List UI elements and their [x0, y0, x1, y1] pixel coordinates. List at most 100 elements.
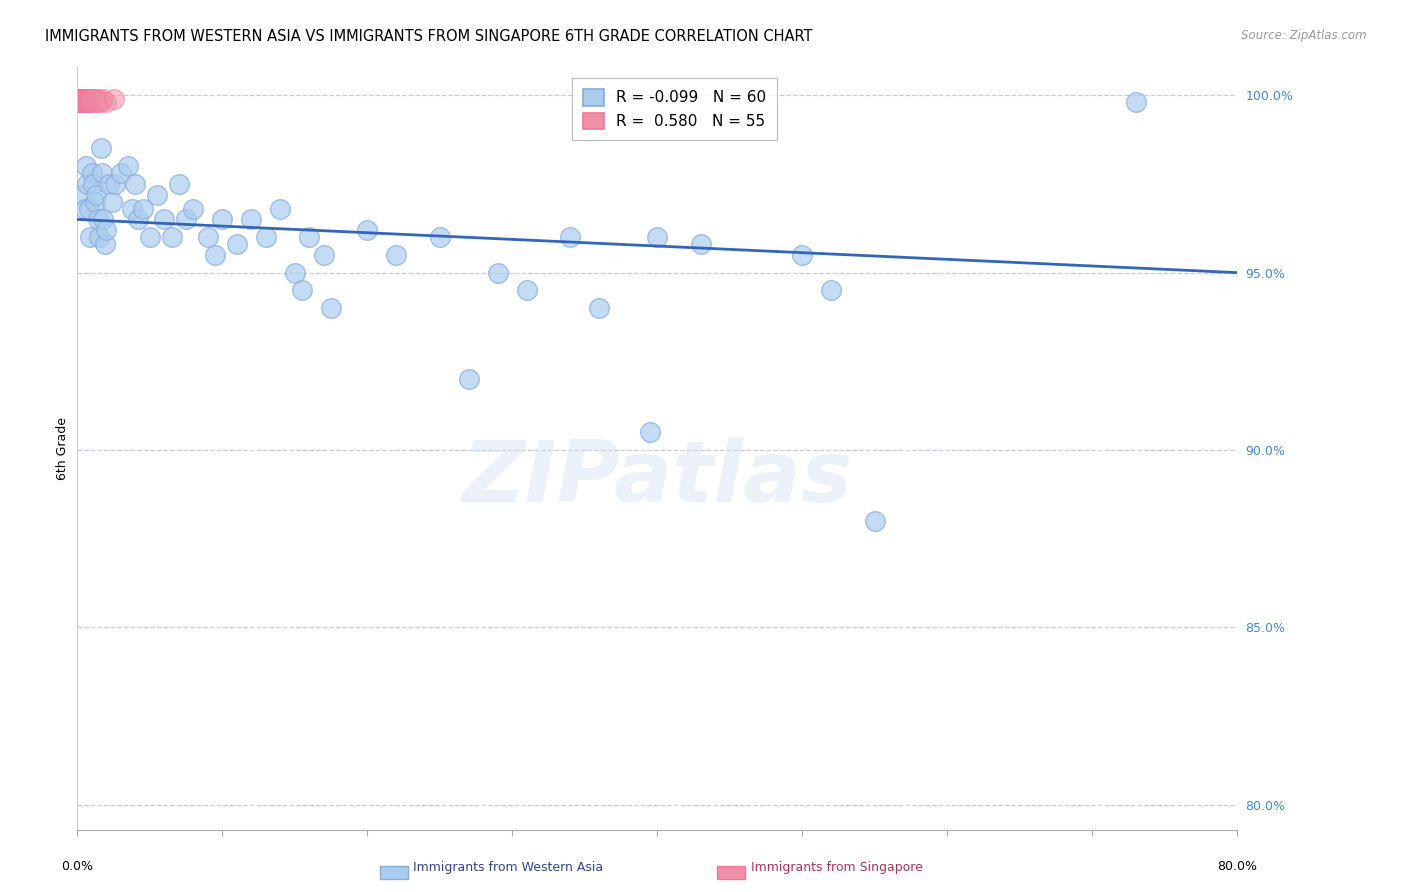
- Point: [153, 212, 176, 227]
- Point: [94, 237, 117, 252]
- Point: [93, 92, 115, 106]
- Point: [67, 92, 90, 106]
- Point: [254, 230, 277, 244]
- Point: [211, 212, 233, 227]
- Point: [69, 95, 91, 110]
- Point: [93, 212, 115, 227]
- Point: [457, 372, 479, 386]
- Point: [75, 95, 97, 110]
- Point: [67, 95, 90, 110]
- Point: [67, 92, 90, 106]
- Point: [121, 202, 143, 216]
- Point: [72, 92, 94, 106]
- Point: [69, 92, 91, 106]
- Point: [77, 95, 100, 110]
- Point: [73, 95, 96, 110]
- Point: [69, 92, 91, 106]
- Point: [76, 95, 98, 110]
- Point: [124, 177, 146, 191]
- Point: [72, 92, 94, 106]
- Point: [204, 248, 226, 262]
- Point: [792, 248, 814, 262]
- Point: [91, 166, 114, 180]
- Legend: R = -0.099   N = 60, R =  0.580   N = 55: R = -0.099 N = 60, R = 0.580 N = 55: [572, 78, 778, 140]
- Point: [67, 95, 90, 110]
- Point: [110, 166, 132, 180]
- Point: [70, 95, 93, 110]
- Point: [647, 230, 669, 244]
- Point: [298, 230, 321, 244]
- Text: 80.0%: 80.0%: [1218, 860, 1257, 873]
- Point: [84, 187, 107, 202]
- Point: [75, 92, 97, 106]
- Point: [75, 92, 97, 106]
- Point: [117, 159, 139, 173]
- Point: [69, 95, 91, 110]
- Text: ZIPatlas: ZIPatlas: [463, 437, 852, 520]
- Point: [69, 92, 91, 106]
- Point: [319, 301, 342, 315]
- Point: [131, 202, 153, 216]
- Point: [516, 284, 538, 298]
- Point: [486, 266, 509, 280]
- Point: [73, 92, 96, 106]
- Point: [284, 266, 307, 280]
- Point: [240, 212, 263, 227]
- Point: [98, 177, 121, 191]
- Point: [174, 212, 197, 227]
- Point: [73, 92, 96, 106]
- Point: [73, 202, 96, 216]
- Point: [67, 92, 90, 106]
- Point: [588, 301, 610, 315]
- Point: [69, 95, 91, 110]
- Point: [86, 212, 108, 227]
- Point: [66, 92, 89, 106]
- Point: [76, 95, 98, 110]
- Point: [67, 95, 90, 110]
- Point: [83, 194, 105, 209]
- Point: [127, 212, 149, 227]
- Point: [269, 202, 291, 216]
- Point: [67, 92, 90, 106]
- Point: [87, 92, 110, 106]
- Point: [79, 92, 101, 106]
- Point: [79, 230, 101, 244]
- Point: [80, 166, 103, 180]
- Point: [96, 95, 118, 110]
- Point: [96, 223, 118, 237]
- Point: [820, 284, 842, 298]
- Point: [72, 95, 94, 110]
- Point: [385, 248, 408, 262]
- Point: [82, 177, 104, 191]
- Point: [76, 177, 98, 191]
- Text: 0.0%: 0.0%: [62, 860, 93, 873]
- Point: [356, 223, 378, 237]
- Point: [70, 92, 93, 106]
- Point: [70, 92, 93, 106]
- Point: [72, 95, 94, 110]
- Point: [160, 230, 183, 244]
- Point: [76, 92, 98, 106]
- Point: [70, 92, 93, 106]
- Point: [863, 514, 886, 528]
- Point: [103, 92, 125, 106]
- Point: [560, 230, 582, 244]
- Point: [104, 177, 127, 191]
- Point: [90, 95, 111, 110]
- Point: [66, 95, 89, 110]
- Point: [72, 95, 94, 110]
- Point: [197, 230, 219, 244]
- Point: [77, 95, 100, 110]
- Point: [1125, 95, 1147, 110]
- Point: [79, 92, 101, 106]
- Y-axis label: 6th Grade: 6th Grade: [56, 417, 69, 480]
- Point: [101, 194, 124, 209]
- Point: [689, 237, 711, 252]
- Point: [67, 95, 90, 110]
- Point: [183, 202, 205, 216]
- Point: [291, 284, 314, 298]
- Point: [90, 141, 111, 155]
- Text: Immigrants from Singapore: Immigrants from Singapore: [751, 862, 922, 874]
- Point: [87, 230, 110, 244]
- Point: [84, 92, 107, 106]
